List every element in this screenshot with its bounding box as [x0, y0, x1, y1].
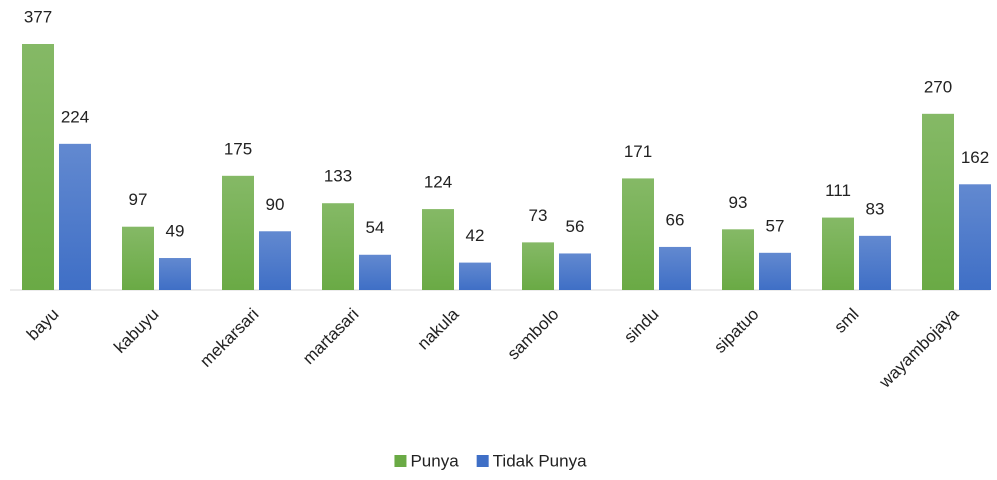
x-tick-label: bayu [23, 305, 63, 345]
value-label: 83 [866, 199, 885, 218]
x-tick-label: sindu [620, 305, 662, 347]
value-label: 97 [129, 190, 148, 209]
bar [422, 209, 454, 290]
bar [922, 113, 954, 290]
value-label: 54 [366, 218, 385, 237]
bar [559, 253, 591, 290]
value-label: 56 [566, 217, 585, 236]
bar [722, 229, 754, 290]
value-label: 111 [825, 181, 851, 200]
x-tick-label: sipatuo [710, 305, 762, 357]
value-label: 124 [424, 173, 452, 192]
bar [222, 175, 254, 290]
value-label: 162 [961, 148, 989, 167]
bar [322, 203, 354, 290]
legend-label: Tidak Punya [493, 451, 587, 470]
x-tick-label: kabuyu [110, 305, 162, 357]
x-tick-label: martasari [299, 305, 363, 369]
bar [159, 258, 191, 290]
bar [122, 226, 154, 290]
bar [759, 252, 791, 290]
value-label: 42 [466, 226, 485, 245]
x-tick-label: sml [830, 305, 862, 337]
value-label: 90 [266, 195, 285, 214]
bar [859, 235, 891, 290]
value-label: 224 [61, 107, 89, 126]
bar [259, 231, 291, 290]
legend-swatch [476, 455, 489, 467]
value-label: 133 [324, 167, 352, 186]
value-label: 73 [529, 206, 548, 225]
value-label: 93 [729, 193, 748, 212]
x-tick-label: nakula [414, 304, 463, 353]
bar [622, 178, 654, 290]
legend: Punya Tidak Punya [394, 451, 587, 470]
bar [522, 242, 554, 290]
bar [659, 246, 691, 290]
x-tick-label: mekarsari [196, 305, 262, 371]
x-tick-label: sambolo [504, 305, 563, 364]
bar [359, 254, 391, 290]
value-label: 175 [224, 139, 252, 158]
legend-label: Punya [410, 451, 459, 470]
x-tick-label: wayambojaya [875, 304, 963, 392]
bar [22, 44, 54, 290]
value-label: 171 [624, 142, 652, 161]
legend-swatch [394, 455, 407, 467]
bar [459, 262, 491, 290]
value-label: 377 [24, 7, 52, 26]
value-label: 49 [166, 222, 185, 241]
bar [822, 217, 854, 290]
value-label: 270 [924, 77, 952, 96]
bar [959, 184, 991, 290]
bar [59, 143, 91, 290]
value-label: 57 [766, 216, 785, 235]
value-label: 66 [666, 210, 685, 229]
